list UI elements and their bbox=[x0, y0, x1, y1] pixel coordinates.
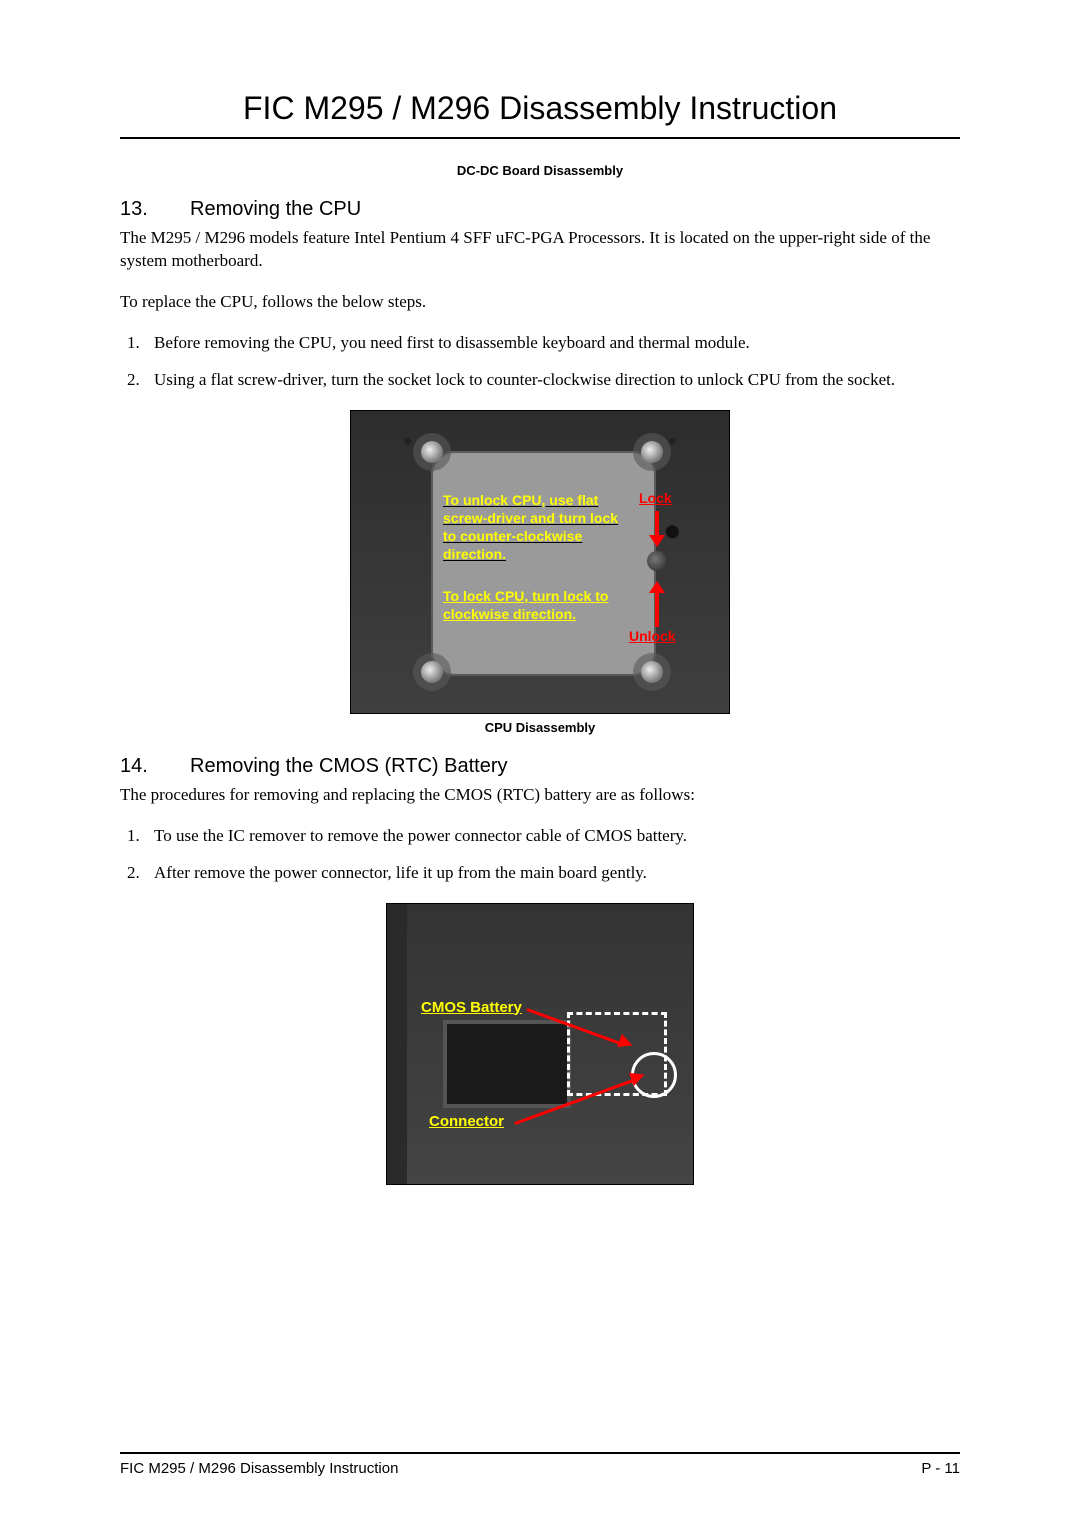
screw-icon bbox=[421, 441, 443, 463]
overlay-lock-instruction: To lock CPU, turn lock to clockwise dire… bbox=[443, 587, 613, 623]
section-13-heading: 13.Removing the CPU bbox=[120, 198, 960, 221]
section-13-lead: To replace the CPU, follows the below st… bbox=[120, 291, 960, 314]
footer-row: FIC M295 / M296 Disassembly Instruction … bbox=[120, 1460, 960, 1477]
label-unlock: Unlock bbox=[629, 627, 676, 645]
caption-cpu: CPU Disassembly bbox=[120, 720, 960, 735]
footer-left: FIC M295 / M296 Disassembly Instruction bbox=[120, 1460, 398, 1477]
overlay-unlock-text: To unlock CPU, use flat screw-driver and… bbox=[443, 492, 618, 563]
page-title: FIC M295 / M296 Disassembly Instruction bbox=[120, 90, 960, 127]
section-13-steps: Before removing the CPU, you need first … bbox=[120, 332, 960, 392]
screw-icon bbox=[641, 441, 663, 463]
figure-cpu-disassembly: Lock To unlock CPU, use flat screw-drive… bbox=[350, 410, 730, 714]
screw-icon bbox=[641, 661, 663, 683]
label-connector: Connector bbox=[429, 1112, 504, 1132]
caption-dcdc: DC-DC Board Disassembly bbox=[120, 163, 960, 178]
page: FIC M295 / M296 Disassembly Instruction … bbox=[0, 0, 1080, 1527]
screw-icon bbox=[421, 661, 443, 683]
lock-mechanism-icon bbox=[647, 551, 667, 571]
section-14-heading: 14.Removing the CMOS (RTC) Battery bbox=[120, 755, 960, 778]
chip-icon bbox=[447, 1024, 567, 1104]
section-14-steps: To use the IC remover to remove the powe… bbox=[120, 825, 960, 885]
figure-cmos-battery: CMOS Battery Connector bbox=[386, 903, 694, 1185]
list-item: After remove the power connector, life i… bbox=[144, 862, 960, 885]
title-rule bbox=[120, 137, 960, 139]
overlay-unlock-instruction: To unlock CPU, use flat screw-driver and… bbox=[443, 491, 623, 564]
section-14-number: 14. bbox=[120, 755, 190, 778]
section-14-title: Removing the CMOS (RTC) Battery bbox=[190, 755, 508, 777]
page-footer: FIC M295 / M296 Disassembly Instruction … bbox=[120, 1452, 960, 1477]
section-14-intro: The procedures for removing and replacin… bbox=[120, 784, 960, 807]
section-13-title: Removing the CPU bbox=[190, 198, 361, 220]
list-item: Using a flat screw-driver, turn the sock… bbox=[144, 369, 960, 392]
section-13-intro: The M295 / M296 models feature Intel Pen… bbox=[120, 227, 960, 273]
label-cmos-battery: CMOS Battery bbox=[421, 998, 522, 1018]
label-lock: Lock bbox=[639, 489, 672, 507]
list-item: To use the IC remover to remove the powe… bbox=[144, 825, 960, 848]
section-13-number: 13. bbox=[120, 198, 190, 221]
list-item: Before removing the CPU, you need first … bbox=[144, 332, 960, 355]
footer-right: P - 11 bbox=[921, 1460, 960, 1477]
footer-rule bbox=[120, 1452, 960, 1454]
